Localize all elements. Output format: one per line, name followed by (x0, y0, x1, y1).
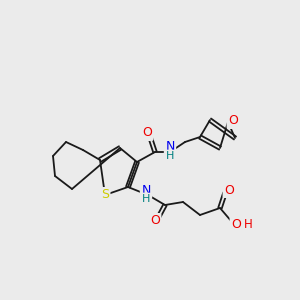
Text: H: H (166, 151, 174, 161)
Text: N: N (141, 184, 151, 197)
Text: O: O (228, 115, 238, 128)
Text: O: O (231, 218, 241, 230)
Text: N: N (165, 140, 175, 154)
Text: O: O (224, 184, 234, 196)
Text: S: S (101, 188, 109, 202)
Text: O: O (150, 214, 160, 227)
Text: O: O (142, 127, 152, 140)
Text: H: H (244, 218, 253, 232)
Text: H: H (142, 194, 150, 204)
